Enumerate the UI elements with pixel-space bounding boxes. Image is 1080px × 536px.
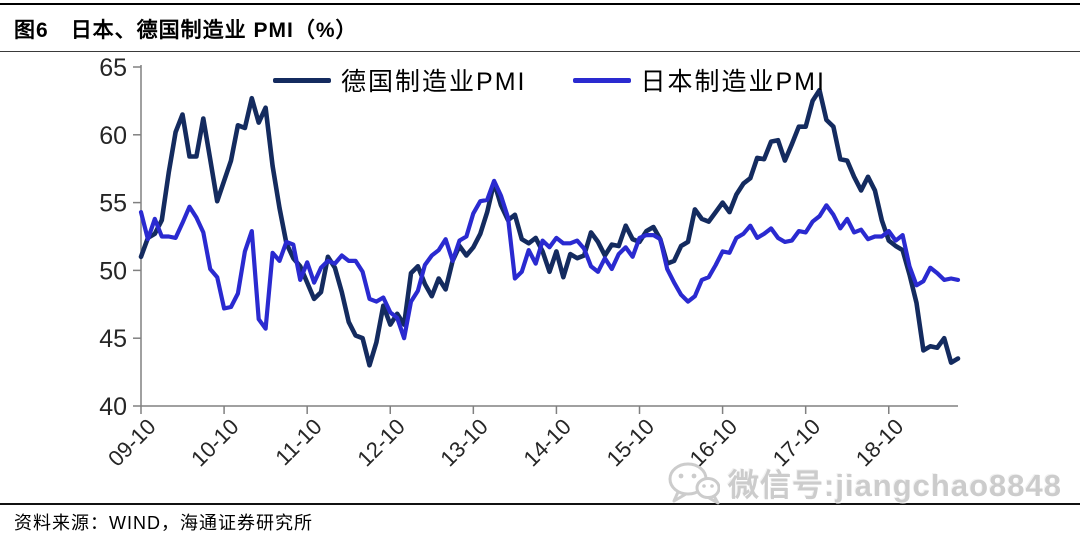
y-axis-tick-label: 55: [99, 190, 127, 218]
x-axis-tick-label: 12-10: [352, 414, 409, 471]
wechat-icon: [668, 462, 721, 504]
x-axis-tick-label: 09-10: [103, 414, 160, 471]
y-axis-tick-label: 40: [99, 393, 127, 421]
legend-item-germany: 德国制造业PMI: [273, 62, 526, 98]
x-axis-tick-label: 10-10: [186, 414, 243, 471]
japan-line-swatch: [572, 77, 631, 83]
x-axis-tick-label: 13-10: [435, 414, 492, 471]
germany-pmi-line: [138, 87, 961, 368]
source-divider: [0, 503, 1080, 505]
y-axis-tick-label: 65: [99, 54, 127, 82]
wechat-watermark: 微信号:jiangchao8848: [668, 460, 1062, 505]
legend-item-japan: 日本制造业PMI: [572, 62, 826, 98]
figure-title: 图6 日本、德国制造业 PMI（%）: [14, 14, 358, 44]
y-axis-tick-label: 60: [99, 122, 127, 150]
top-divider: [0, 3, 1080, 5]
japan-pmi-line: [138, 178, 961, 341]
germany-line-swatch: [273, 77, 332, 83]
watermark-text: 微信号:jiangchao8848: [728, 468, 1062, 503]
y-axis-tick-label: 45: [99, 325, 127, 353]
figure-title-text: 日本、德国制造业 PMI（%）: [70, 19, 358, 42]
chart-legend: 德国制造业PMI 日本制造业PMI: [141, 62, 958, 98]
x-axis-tick-label: 15-10: [602, 414, 659, 471]
japan-legend-label: 日本制造业PMI: [640, 68, 826, 96]
data-source-note: 资料来源：WIND，海通证券研究所: [14, 513, 313, 533]
title-divider: [0, 51, 1080, 52]
y-axis-tick-label: 50: [99, 257, 127, 285]
x-axis-tick-label: 14-10: [518, 414, 575, 471]
figure-number: 图6: [14, 19, 49, 42]
x-axis-tick-label: 11-10: [270, 414, 326, 470]
germany-legend-label: 德国制造业PMI: [341, 68, 527, 96]
